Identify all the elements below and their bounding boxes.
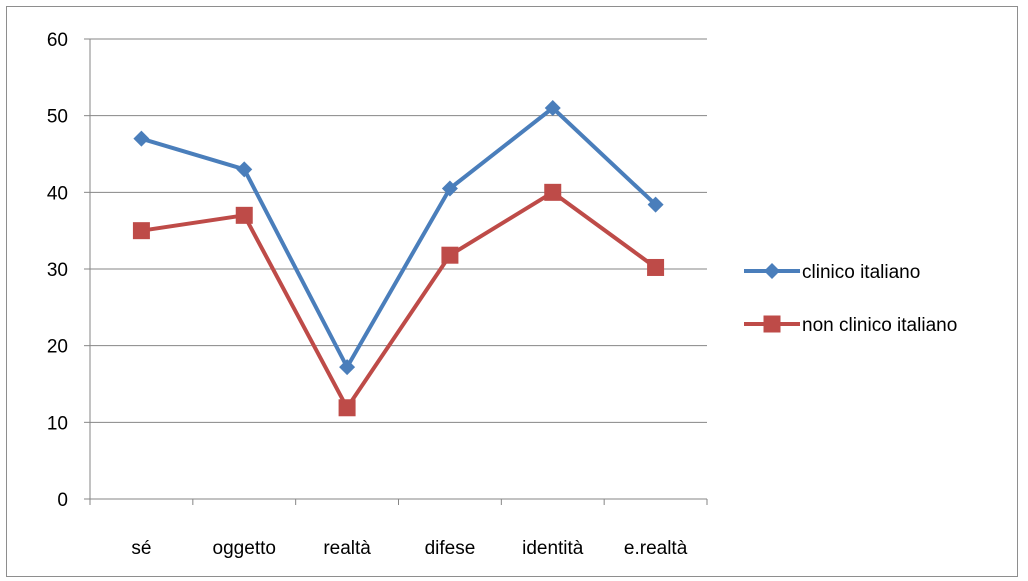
- data-point-1-4: [544, 183, 562, 201]
- data-point-1-5: [647, 258, 665, 276]
- legend-item-1: non clinico italiano: [744, 315, 957, 336]
- series-line-0: [140, 106, 657, 370]
- x-tick-label: realtà: [323, 538, 371, 559]
- x-tick-label: difese: [425, 538, 476, 559]
- data-point-1-3: [441, 246, 459, 264]
- y-tick-label: 0: [57, 490, 68, 511]
- legend-marker-0: [764, 263, 780, 279]
- y-tick-label: 20: [47, 337, 68, 358]
- x-tick-label: oggetto: [213, 538, 276, 559]
- series-1: [132, 183, 665, 417]
- data-point-0-3: [441, 180, 458, 197]
- x-tick-label: sé: [131, 538, 151, 559]
- series-0: [133, 100, 664, 376]
- series-line-1: [141, 190, 657, 410]
- data-point-0-5: [647, 196, 664, 213]
- axes: 0 10 20 30 40 50 60 sé oggetto realtà difese identi…: [47, 30, 708, 559]
- x-tick-label: e.realtà: [624, 538, 688, 559]
- data-point-0-1: [236, 161, 253, 178]
- data-point-0-2: [339, 359, 356, 376]
- legend-label-1: non clinico italiano: [802, 315, 957, 336]
- data-point-1-1: [235, 206, 253, 224]
- chart-frame: [6, 6, 1018, 577]
- legend-marker-1: [763, 315, 781, 333]
- y-tick-label: 10: [47, 413, 68, 434]
- series-layer: [132, 100, 665, 417]
- x-tick-label: identità: [522, 538, 584, 559]
- data-point-0-4: [544, 100, 561, 116]
- data-point-1-2: [338, 399, 356, 417]
- legend: clinico italiano non clinico italiano: [744, 262, 957, 336]
- gridlines: [90, 38, 707, 423]
- y-tick-label: 50: [47, 107, 68, 128]
- y-tick-label: 30: [47, 260, 68, 281]
- legend-label-0: clinico italiano: [802, 262, 920, 283]
- y-tick-label: 40: [47, 183, 68, 204]
- data-point-0-0: [133, 130, 150, 147]
- y-tick-label: 60: [47, 30, 68, 51]
- legend-item-0: clinico italiano: [744, 262, 920, 283]
- data-point-1-0: [132, 222, 150, 240]
